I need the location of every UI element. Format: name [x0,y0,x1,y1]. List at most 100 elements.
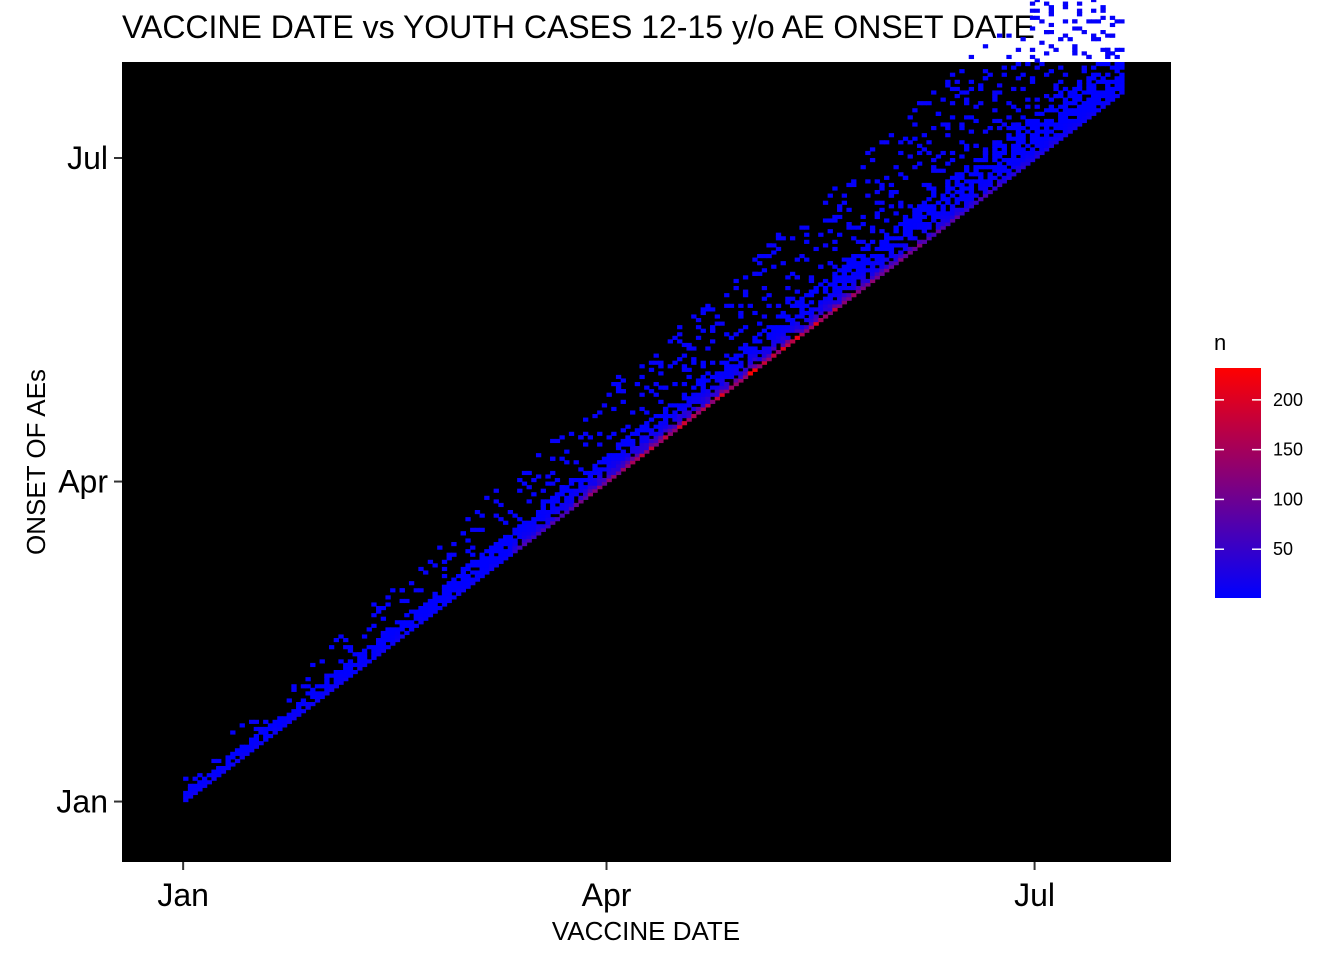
heatmap-cell [700,399,706,404]
heatmap-cell [1006,136,1012,141]
heatmap-cell [733,332,739,337]
heatmap-cell [996,168,1003,173]
heatmap-cell [423,613,429,618]
heatmap-cell [446,591,452,596]
heatmap-cell [879,229,885,234]
heatmap-cell [794,289,800,294]
heatmap-cell [940,150,946,156]
heatmap-cell [314,698,321,703]
heatmap-cell [775,339,782,344]
heatmap-cell [644,442,650,447]
heatmap-cell [1062,133,1069,138]
heatmap-cell [714,392,721,397]
heatmap-cell [197,787,203,792]
heatmap-cell [978,179,984,184]
heatmap-cell [733,378,739,383]
heatmap-cell [385,645,391,650]
heatmap-cell [804,232,810,237]
y-axis-title: ONSET OF AEs [21,369,51,555]
heatmap-cell [564,510,570,515]
heatmap-cell [423,602,429,607]
heatmap-cell [394,638,401,643]
heatmap-cell [931,186,937,191]
heatmap-cell [328,645,335,650]
heatmap-cell [521,524,528,529]
heatmap-cell [455,584,462,589]
heatmap-cell [1048,104,1054,109]
heatmap-cell [1006,161,1012,166]
heatmap-cell [620,467,626,472]
heatmap-cell [968,186,975,191]
heatmap-cell [507,545,514,550]
heatmap-cell [996,150,1003,156]
heatmap-cell [841,275,848,280]
heatmap-cell [390,630,396,636]
heatmap-cell [785,314,791,319]
heatmap-cell [851,236,857,241]
heatmap-cell [752,357,758,362]
heatmap-cell [1105,62,1111,67]
heatmap-cell [568,488,575,493]
heatmap-cell [1011,150,1017,156]
heatmap-cell [634,431,641,436]
heatmap-cell [757,357,763,362]
heatmap-cell [921,239,927,244]
heatmap-cell [964,168,970,173]
heatmap-cell [869,268,876,273]
heatmap-cell [846,293,852,298]
heatmap-cell [545,520,551,525]
heatmap-cell [855,264,862,269]
heatmap-cell [996,165,1003,170]
heatmap-cell [785,342,791,348]
heatmap-cell [418,606,424,611]
heatmap-cell [964,204,970,209]
heatmap-cell [888,250,895,255]
heatmap-cell [1086,104,1092,109]
heatmap-cell [1062,5,1069,10]
heatmap-cell [658,435,664,440]
heatmap-cell [343,638,349,643]
heatmap-cell [1081,101,1087,106]
heatmap-cell [597,481,603,486]
heatmap-cell [1062,19,1069,24]
heatmap-cell [319,694,325,700]
heatmap-cell [1091,76,1097,81]
heatmap-cell [761,357,768,362]
heatmap-cell [441,574,448,579]
heatmap-cell [620,389,626,394]
heatmap-cell [1081,51,1087,56]
heatmap-cell [347,666,354,671]
heatmap-cell [775,332,782,337]
heatmap-cell [225,762,231,767]
heatmap-cell [526,524,532,529]
heatmap-cell [625,438,631,444]
heatmap-cell [540,499,546,504]
heatmap-cell [837,214,843,220]
heatmap-cell [973,104,979,109]
heatmap-cell [1086,97,1092,102]
heatmap-cell [573,478,579,483]
heatmap-cell [996,118,1003,124]
heatmap-cell [526,499,532,504]
heatmap-cell [639,449,645,454]
heatmap-cell [1105,97,1111,102]
heatmap-cell [564,495,570,500]
heatmap-cell [244,744,250,749]
heatmap-cell [1015,133,1022,138]
heatmap-cell [846,264,852,269]
heatmap-cell [846,268,852,273]
heatmap-cell [540,527,546,532]
heatmap-cell [954,190,960,195]
heatmap-cell [719,374,725,380]
heatmap-cell [220,766,227,771]
heatmap-cell [639,392,645,397]
heatmap-cell [427,609,434,614]
heatmap-cell [846,296,852,301]
heatmap-cell [1015,158,1022,163]
heatmap-cell [1029,76,1036,81]
heatmap-cell [954,200,960,205]
heatmap-cell [592,488,598,493]
heatmap-cell [601,481,608,486]
heatmap-cell [1039,40,1045,45]
heatmap-cell [503,520,509,525]
